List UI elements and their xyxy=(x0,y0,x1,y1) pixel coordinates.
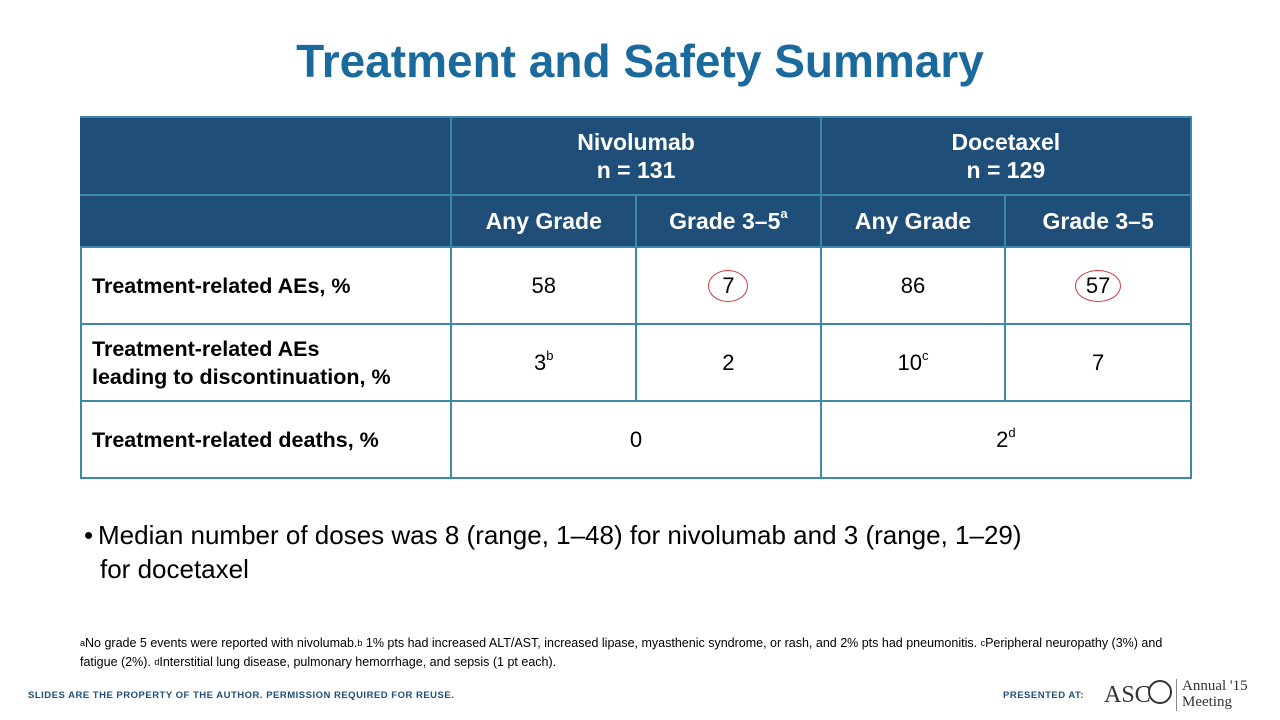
subheader-text: Any Grade xyxy=(485,207,602,234)
table-row: Treatment-related deaths, % 0 2d xyxy=(79,400,1193,479)
subheader-cell: Any Grade xyxy=(819,194,1007,248)
row-label: Treatment-related AEs, % xyxy=(79,246,453,325)
highlight-circle: 7 xyxy=(708,269,749,302)
grade-header-row: Any Grade Grade 3–5a Any Grade Grade 3–5 xyxy=(79,194,1192,248)
footnote-b: 1% pts had increased ALT/AST, increased … xyxy=(362,636,978,650)
annual-text: Annual '15 xyxy=(1182,678,1248,694)
group-n: n = 129 xyxy=(966,157,1046,183)
row-label: Treatment-related AEs leading to discont… xyxy=(79,323,453,402)
subheader-text: Grade 3–5 xyxy=(669,207,781,234)
cell-value: 3 xyxy=(533,349,547,375)
subheader-cell: Any Grade xyxy=(450,194,638,248)
group-name: Docetaxel xyxy=(951,129,1061,155)
table-cell: 86 xyxy=(819,246,1007,325)
logo-divider xyxy=(1176,679,1177,711)
bullet-point: • Median number of doses was 8 (range, 1–… xyxy=(84,518,1144,586)
table-cell: 0 xyxy=(450,400,822,479)
footnote-c: Peripheral neuropathy (3%) and fatigue (… xyxy=(80,636,1163,669)
asco-logo: ASC xyxy=(1104,680,1172,709)
blank-header-cell xyxy=(79,194,453,248)
bullet-icon: • xyxy=(84,520,94,550)
table-cell: 3b xyxy=(450,323,638,402)
footnote-marker: c xyxy=(922,347,929,363)
table-cell: 7 xyxy=(635,246,822,325)
footnote-d: Interstitial lung disease, pulmonary hem… xyxy=(159,655,557,669)
table-cell: 2d xyxy=(819,400,1193,479)
table-cell: 10c xyxy=(819,323,1007,402)
subheader-cell: Grade 3–5a xyxy=(635,194,822,248)
presented-at-label: PRESENTED AT: xyxy=(1003,690,1084,701)
row-label-line: leading to discontinuation, % xyxy=(92,364,391,389)
table-cell: 7 xyxy=(1004,323,1192,402)
cell-value: 2 xyxy=(996,426,1009,452)
copyright-notice: SLIDES ARE THE PROPERTY OF THE AUTHOR. P… xyxy=(28,690,455,701)
footnote-marker: b xyxy=(546,347,554,363)
table-cell: 57 xyxy=(1004,246,1192,325)
row-label: Treatment-related deaths, % xyxy=(79,400,453,479)
logo-text: ASC xyxy=(1104,682,1151,708)
table-row: Treatment-related AEs, % 58 7 86 57 xyxy=(79,246,1192,325)
footnotes: aNo grade 5 events were reported with ni… xyxy=(80,636,1163,669)
safety-table: Nivolumab n = 131 Docetaxel n = 129 Any … xyxy=(79,116,1193,479)
table-cell: 2 xyxy=(635,323,822,402)
table-cell: 58 xyxy=(450,246,638,325)
group-n: n = 131 xyxy=(596,157,676,183)
footnote-a: No grade 5 events were reported with niv… xyxy=(85,636,358,650)
subheader-cell: Grade 3–5 xyxy=(1004,194,1192,248)
bullet-line: for docetaxel xyxy=(100,554,249,584)
row-label-line: Treatment-related AEs xyxy=(92,336,320,361)
blank-header-cell xyxy=(79,116,453,196)
group-header-nivolumab: Nivolumab n = 131 xyxy=(450,116,822,196)
cell-value: 10 xyxy=(897,349,922,375)
subheader-text: Any Grade xyxy=(854,207,972,234)
footnote-marker: d xyxy=(1008,424,1016,440)
bullet-line: Median number of doses was 8 (range, 1–4… xyxy=(98,520,1022,550)
highlight-circle: 57 xyxy=(1074,269,1122,302)
asco-o-icon xyxy=(1147,680,1172,704)
slide-title: Treatment and Safety Summary xyxy=(296,35,984,87)
table-row: Treatment-related AEs leading to discont… xyxy=(79,323,1192,402)
group-header-row: Nivolumab n = 131 Docetaxel n = 129 xyxy=(79,116,1193,196)
meeting-text: Meeting xyxy=(1182,694,1232,710)
group-header-docetaxel: Docetaxel n = 129 xyxy=(819,116,1193,196)
annual-meeting-logo: Annual '15 Meeting xyxy=(1182,678,1248,710)
subheader-text: Grade 3–5 xyxy=(1042,207,1154,234)
group-name: Nivolumab xyxy=(577,129,695,155)
footnote-marker: a xyxy=(780,205,788,221)
